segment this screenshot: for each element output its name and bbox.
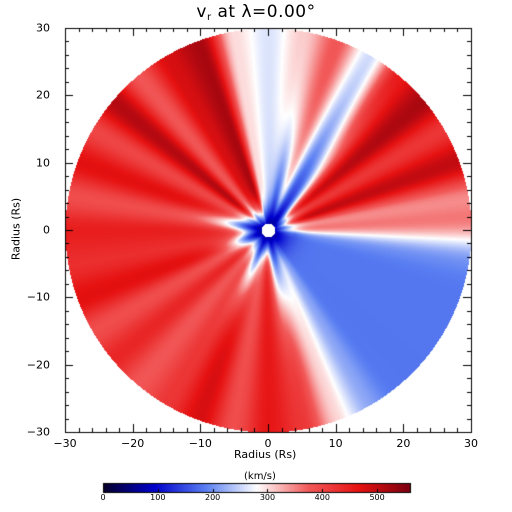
colorbar-tick-label: 300 [259, 493, 276, 502]
x-tick-label: 20 [396, 437, 411, 450]
y-tick-label: 20 [36, 88, 50, 102]
colorbar-tick-label: 200 [205, 493, 221, 502]
colorbar-tick-label: 100 [150, 493, 166, 502]
y-tick-label: 0 [43, 223, 50, 237]
colorbar-tick-label: 0 [100, 493, 106, 502]
y-tick-label: 30 [36, 21, 50, 35]
colorbar-tick-label: 400 [314, 493, 330, 502]
y-tick-label: 10 [36, 156, 50, 170]
x-tick-label: −30 [53, 437, 77, 450]
y-tick-label: −30 [26, 425, 50, 439]
y-axis-label: Radius (Rs) [9, 197, 23, 261]
y-tick-label: −10 [26, 290, 50, 304]
x-tick-label: 0 [264, 437, 272, 450]
x-tick-label: −10 [188, 437, 212, 450]
x-axis-label: Radius (Rs) [234, 448, 297, 461]
x-tick-label: 30 [464, 437, 478, 450]
chart-title: vr at λ=0.00° [196, 2, 316, 23]
colorbar-label: (km/s) [244, 471, 276, 482]
y-tick-label: −20 [26, 358, 50, 372]
colorbar-tick-label: 500 [369, 493, 385, 502]
x-tick-label: 10 [328, 437, 343, 450]
x-tick-label: −20 [121, 437, 145, 450]
